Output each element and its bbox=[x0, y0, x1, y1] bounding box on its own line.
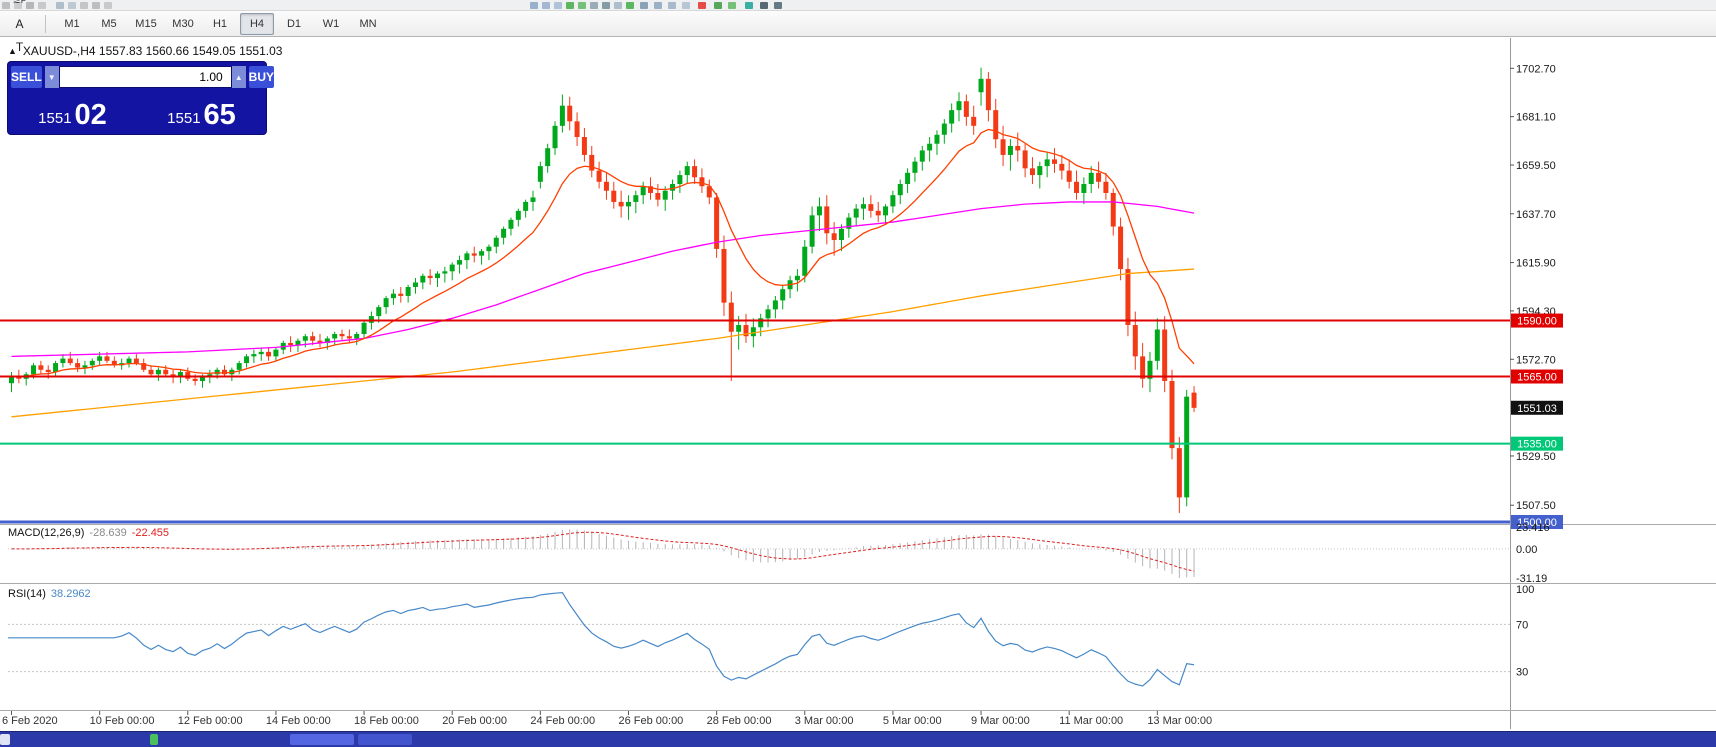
top-toolbar-cropped bbox=[0, 0, 1716, 11]
toolbar-icon[interactable] bbox=[578, 2, 586, 9]
rsi-value: 38.2962 bbox=[50, 588, 91, 600]
sell-button[interactable]: SELL bbox=[11, 66, 42, 88]
toolbar-icon[interactable] bbox=[68, 2, 76, 9]
toolbar-icon[interactable] bbox=[668, 2, 676, 9]
time-axis[interactable] bbox=[0, 711, 1510, 729]
rsi-panel[interactable] bbox=[8, 585, 1510, 710]
chart-title-line: ▲ XAUUSD-,H4 1557.83 1560.66 1549.05 155… bbox=[8, 44, 282, 58]
toolbar-icon[interactable] bbox=[80, 2, 88, 9]
toolbar-icon[interactable] bbox=[2, 2, 10, 9]
toolbar-icon[interactable] bbox=[640, 2, 648, 9]
buy-price-main: 1551 bbox=[167, 109, 201, 127]
text-label-icon[interactable]: T bbox=[15, 39, 24, 54]
macd-panel[interactable] bbox=[8, 525, 1510, 581]
toolbar-icon[interactable] bbox=[14, 2, 22, 9]
toolbar-icon[interactable] bbox=[682, 2, 690, 9]
toolbar-icon[interactable] bbox=[602, 2, 610, 9]
toolbar-icon[interactable] bbox=[566, 2, 574, 9]
one-click-trading-panel: SELL ▼ ▲ BUY 1551 02 1551 65 bbox=[8, 62, 275, 134]
volume-up-button[interactable]: ▲ bbox=[231, 66, 246, 88]
buy-button[interactable]: BUY bbox=[248, 66, 275, 88]
toolbar-icon[interactable] bbox=[56, 2, 64, 9]
taskbar-strip[interactable] bbox=[0, 731, 1716, 747]
toolbar-icon[interactable] bbox=[745, 2, 753, 9]
toolbar-icon[interactable] bbox=[38, 2, 46, 9]
sell-price: 1551 02 bbox=[8, 90, 137, 134]
timeframe-button-h4[interactable]: H4 bbox=[240, 12, 274, 35]
one-click-collapse-button[interactable]: ▲ bbox=[8, 46, 17, 56]
macd-main-value: -28.639 bbox=[89, 527, 127, 539]
macd-name: MACD(12,26,9) bbox=[8, 527, 85, 539]
toolbar-icon[interactable] bbox=[92, 2, 100, 9]
toolbar-icon[interactable] bbox=[654, 2, 662, 9]
taskbar-item[interactable] bbox=[150, 734, 158, 745]
macd-indicator-label: MACD(12,26,9) -28.639 -22.455 bbox=[8, 527, 169, 539]
volume-stepper: ▼ ▲ bbox=[44, 66, 246, 88]
macd-signal-value: -22.455 bbox=[131, 527, 170, 539]
toolbar-separator bbox=[45, 14, 46, 33]
toolbar-icon[interactable] bbox=[760, 2, 768, 9]
toolbar-icon[interactable] bbox=[26, 2, 34, 9]
timeframe-button-m1[interactable]: M1 bbox=[64, 17, 80, 30]
timeframe-toolbar: M1 M5 M15 M30 H1 H4 D1 W1 MN bbox=[55, 12, 388, 35]
taskbar-item[interactable] bbox=[358, 734, 412, 745]
panel-separator-rsi[interactable] bbox=[0, 582, 1716, 586]
toolbar-icon[interactable] bbox=[590, 2, 598, 9]
sell-price-pips: 02 bbox=[74, 99, 107, 131]
buy-price: 1551 65 bbox=[137, 90, 266, 134]
timeframe-button-m30[interactable]: M30 bbox=[172, 17, 194, 30]
timeframe-button-mn[interactable]: MN bbox=[359, 17, 377, 30]
toolbar-icon[interactable] bbox=[530, 2, 538, 9]
chart-title: XAUUSD-,H4 1557.83 1560.66 1549.05 1551.… bbox=[22, 44, 283, 58]
timeframe-button-m5[interactable]: M5 bbox=[101, 17, 117, 30]
toolbar-icon[interactable] bbox=[614, 2, 622, 9]
volume-down-button[interactable]: ▼ bbox=[44, 66, 59, 88]
timeframe-button-m15[interactable]: M15 bbox=[135, 17, 157, 30]
toolbar-icon[interactable] bbox=[774, 2, 782, 9]
timeframe-button-h1[interactable]: H1 bbox=[212, 17, 228, 30]
toolbar-icon[interactable] bbox=[714, 2, 722, 9]
buy-price-pips: 65 bbox=[203, 99, 236, 131]
toolbar-icon[interactable] bbox=[542, 2, 550, 9]
toolbar-icon[interactable] bbox=[728, 2, 736, 9]
sell-price-main: 1551 bbox=[38, 109, 72, 127]
panel-separator-macd[interactable] bbox=[0, 522, 1716, 526]
timeframe-button-d1[interactable]: D1 bbox=[286, 17, 302, 30]
taskbar-item[interactable] bbox=[290, 734, 354, 745]
toolbar-icon[interactable] bbox=[554, 2, 562, 9]
taskbar-item[interactable] bbox=[0, 734, 10, 745]
price-axis[interactable] bbox=[1511, 38, 1611, 730]
rsi-name: RSI(14) bbox=[8, 588, 46, 600]
toolbar-icon[interactable] bbox=[626, 2, 634, 9]
toolbar-icon[interactable] bbox=[104, 2, 112, 9]
elliott-corrective-wave-icon[interactable]: ≈ F bbox=[13, 0, 26, 8]
toolbar-icon[interactable] bbox=[698, 2, 706, 9]
rsi-indicator-label: RSI(14) 38.2962 bbox=[8, 588, 91, 600]
arrow-style-icon[interactable]: A bbox=[15, 16, 24, 31]
volume-input[interactable] bbox=[58, 66, 232, 88]
timeframe-button-w1[interactable]: W1 bbox=[322, 17, 340, 30]
